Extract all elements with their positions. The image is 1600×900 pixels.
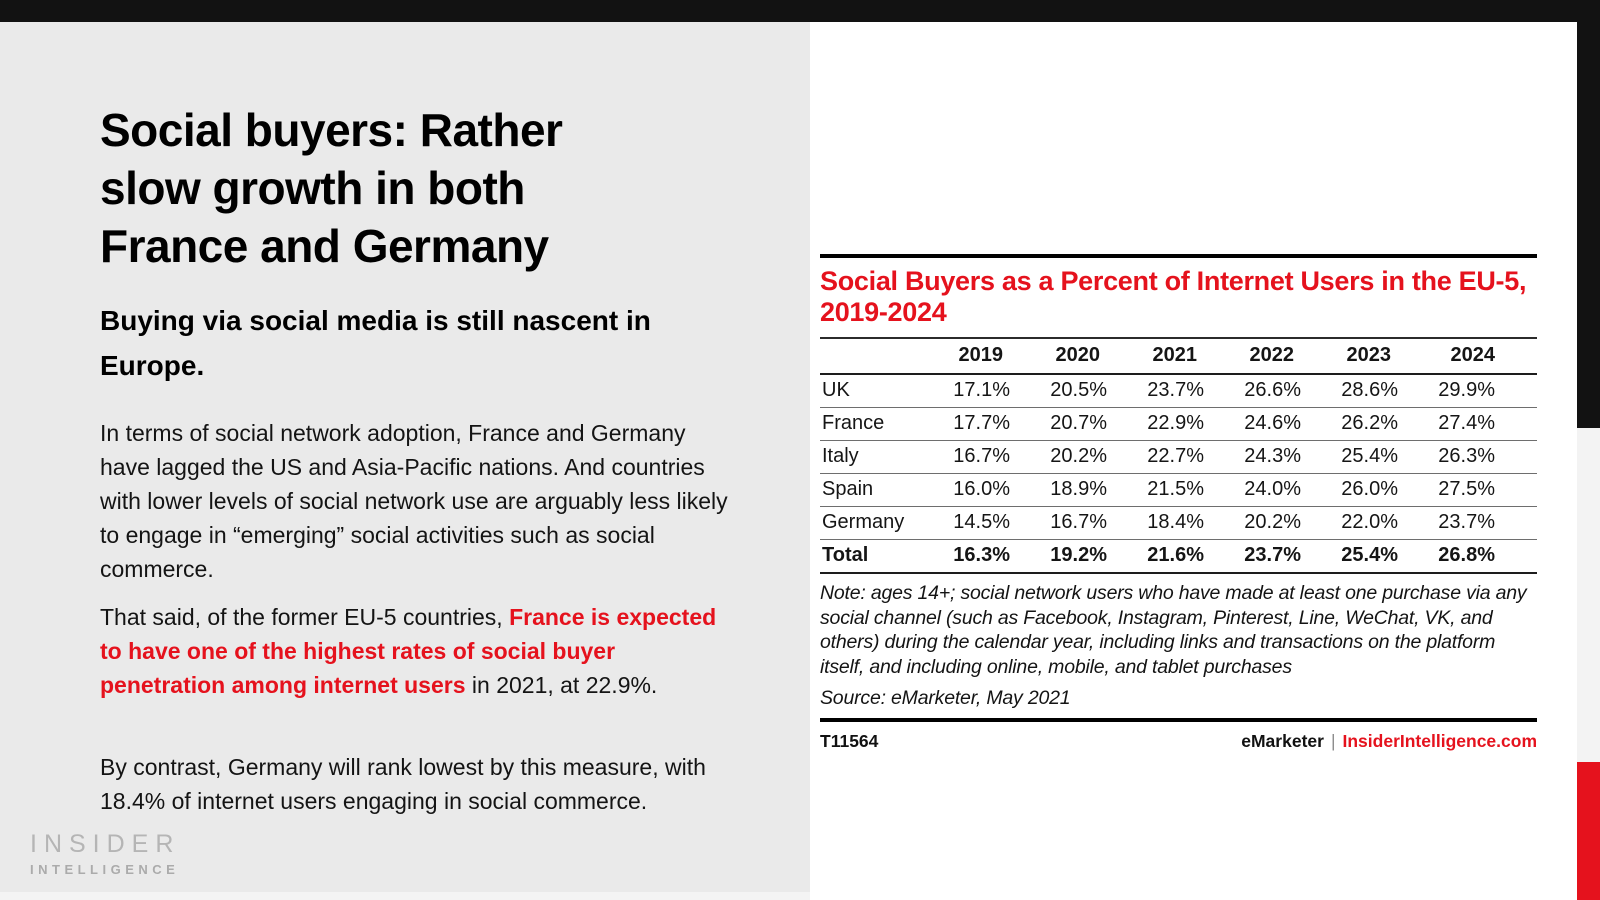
cell-value: 23.7% (1204, 539, 1301, 574)
table-row-italy: Italy 16.7% 20.2% 22.7% 24.3% 25.4% 26.3… (820, 440, 1537, 474)
logo-line-intelligence: INTELLIGENCE (30, 862, 180, 877)
logo-line-insider: INSIDER (30, 830, 181, 858)
cell-value: 24.3% (1204, 440, 1301, 474)
table-row-spain: Spain 16.0% 18.9% 21.5% 24.0% 26.0% 27.5… (820, 473, 1537, 507)
bottom-edge-sliver (0, 892, 810, 900)
row-label: Spain (820, 473, 913, 507)
cell-value: 26.6% (1204, 374, 1301, 408)
column-header-2022: 2022 (1204, 339, 1301, 375)
cell-value: 20.5% (1010, 374, 1107, 408)
brand-site-link[interactable]: InsiderIntelligence.com (1342, 730, 1538, 751)
page-title-line-1: Social buyers: Rather (100, 103, 563, 156)
cell-value: 16.3% (913, 539, 1010, 574)
cell-value: 21.5% (1107, 473, 1204, 507)
cell-value: 18.9% (1010, 473, 1107, 507)
column-header-2020: 2020 (1010, 339, 1107, 375)
chart-bottom-rule (820, 717, 1537, 722)
table-row-france: France 17.7% 20.7% 22.9% 24.6% 26.2% 27.… (820, 407, 1537, 441)
cell-value: 22.0% (1301, 506, 1398, 540)
chart-id: T11564 (820, 730, 879, 751)
top-black-strip (0, 0, 1600, 22)
page-title: Social buyers: Rather slow growth in bot… (100, 101, 700, 275)
brand-separator: | (1330, 730, 1336, 751)
emarketer-chart: Social Buyers as a Percent of Internet U… (820, 254, 1537, 752)
cell-value: 28.6% (1301, 374, 1398, 408)
cell-value: 21.6% (1107, 539, 1204, 574)
column-header-2019: 2019 (913, 339, 1010, 375)
cell-value: 26.2% (1301, 407, 1398, 441)
left-text-panel (0, 22, 810, 900)
table-header-row: 2019 2020 2021 2022 2023 2024 (820, 339, 1537, 375)
right-edge-red-bar (1577, 762, 1600, 900)
cell-value: 22.7% (1107, 440, 1204, 474)
highlight-text: France is expected to have one of the hi… (100, 604, 717, 698)
chart-brand-line: eMarketer | InsiderIntelligence.com (1241, 731, 1537, 752)
cell-value: 23.7% (1107, 374, 1204, 408)
cell-value: 25.4% (1301, 440, 1398, 474)
chart-source: Source: eMarketer, May 2021 (820, 687, 1071, 709)
cell-value: 26.3% (1398, 440, 1537, 474)
cell-value: 29.9% (1398, 374, 1537, 408)
cell-value: 20.7% (1010, 407, 1107, 441)
paragraph-3-text: By contrast, Germany will rank lowest by… (100, 754, 706, 814)
column-header-2021: 2021 (1107, 339, 1204, 375)
social-buyers-table: 2019 2020 2021 2022 2023 2024 UK 17.1% 2… (820, 339, 1537, 574)
cell-value: 27.4% (1398, 407, 1537, 441)
page-title-line-2: slow growth in both (100, 161, 525, 214)
row-label: Germany (820, 506, 913, 540)
cell-value: 19.2% (1010, 539, 1107, 574)
cell-value: 25.4% (1301, 539, 1398, 574)
column-header-2024: 2024 (1398, 339, 1537, 375)
chart-top-rule (820, 254, 1537, 258)
insider-intelligence-logo: INSIDER INTELLIGENCE (30, 830, 181, 877)
cell-value: 17.1% (913, 374, 1010, 408)
cell-value: 17.7% (913, 407, 1010, 441)
cell-value: 22.9% (1107, 407, 1204, 441)
paragraph-1-text: In terms of social network adoption, Fra… (100, 420, 728, 582)
column-header-2023: 2023 (1301, 339, 1398, 375)
column-header-blank (820, 339, 913, 375)
row-label: UK (820, 374, 913, 408)
right-edge-gray-bar (1577, 428, 1600, 762)
brand-emarketer: eMarketer (1241, 730, 1324, 751)
cell-value: 20.2% (1204, 506, 1301, 540)
chart-title: Social Buyers as a Percent of Internet U… (820, 266, 1527, 327)
cell-value: 18.4% (1107, 506, 1204, 540)
cell-value: 20.2% (1010, 440, 1107, 474)
row-label: Total (820, 539, 913, 574)
row-label: Italy (820, 440, 913, 474)
page-title-line-3: France and Germany (100, 219, 549, 272)
table-row-germany: Germany 14.5% 16.7% 18.4% 20.2% 22.0% 23… (820, 506, 1537, 540)
table-row-total: Total 16.3% 19.2% 21.6% 23.7% 25.4% 26.8… (820, 539, 1537, 574)
paragraph-2-before: That said, of the former EU-5 countries, (100, 604, 510, 630)
paragraph-2: That said, of the former EU-5 countries,… (100, 600, 728, 702)
cell-value: 26.8% (1398, 539, 1537, 574)
chart-note: Note: ages 14+; social network users who… (820, 582, 1527, 678)
cell-value: 24.0% (1204, 473, 1301, 507)
slide-subtitle: Buying via social media is still nascent… (100, 305, 651, 381)
paragraph-1: In terms of social network adoption, Fra… (100, 416, 728, 586)
cell-value: 16.7% (1010, 506, 1107, 540)
paragraph-3: By contrast, Germany will rank lowest by… (100, 750, 728, 818)
cell-value: 16.7% (913, 440, 1010, 474)
right-edge-black-bar (1577, 0, 1600, 428)
table-row-uk: UK 17.1% 20.5% 23.7% 26.6% 28.6% 29.9% (820, 374, 1537, 408)
cell-value: 23.7% (1398, 506, 1537, 540)
cell-value: 14.5% (913, 506, 1010, 540)
chart-title-rule (820, 337, 1537, 339)
cell-value: 16.0% (913, 473, 1010, 507)
cell-value: 27.5% (1398, 473, 1537, 507)
chart-footer: T11564 eMarketer | InsiderIntelligence.com (820, 731, 1537, 752)
cell-value: 26.0% (1301, 473, 1398, 507)
cell-value: 24.6% (1204, 407, 1301, 441)
row-label: France (820, 407, 913, 441)
paragraph-2-after: in 2021, at 22.9%. (465, 672, 658, 698)
